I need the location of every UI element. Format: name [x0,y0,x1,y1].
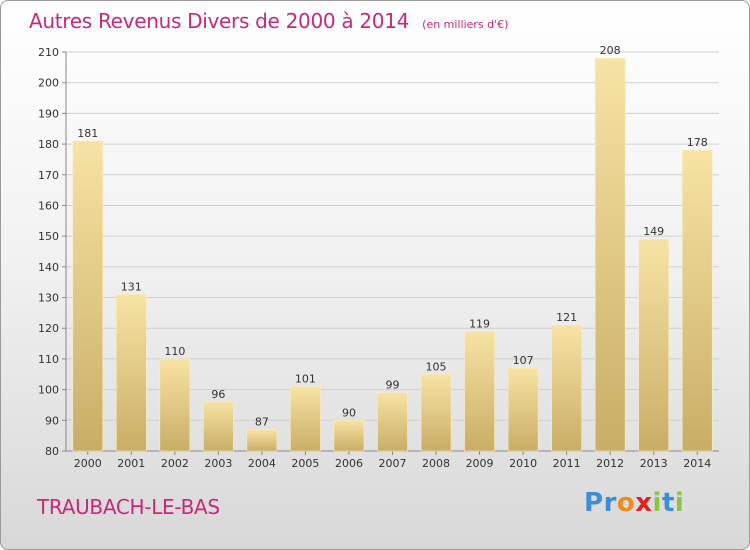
x-tick-label-2010: 2010 [509,457,537,470]
logo-letter: P [584,488,604,518]
y-tick-label: 210 [38,46,59,59]
x-tick-label-2004: 2004 [248,457,276,470]
bar-2007 [377,392,408,452]
logo-letter: i [674,488,685,518]
data-label-2014: 178 [687,136,708,149]
axis-layer: 8090100110120130140150160170180190200210… [38,46,719,470]
y-tick-label: 160 [38,199,59,212]
bar-2014 [681,149,713,452]
data-label-2003: 96 [211,388,225,401]
x-tick-label-2006: 2006 [335,457,363,470]
bar-2000 [72,140,104,452]
y-tick-label: 170 [38,169,59,182]
data-label-2010: 107 [513,354,534,367]
data-label-2009: 119 [469,317,490,330]
chart-title: Autres Revenus Divers de 2000 à 2014 [29,9,410,33]
logo-letter: i [652,488,662,518]
y-tick-label: 90 [45,414,59,427]
y-tick-label: 200 [38,77,59,90]
logo-letter: r [603,488,617,518]
data-label-2005: 101 [295,373,316,386]
bar-2005 [290,386,321,452]
bar-2008 [420,373,452,452]
x-tick-label-2003: 2003 [204,457,232,470]
chart-title-block: Autres Revenus Divers de 2000 à 2014 (en… [29,9,508,33]
y-tick-label: 140 [38,261,59,274]
data-label-2007: 99 [386,379,400,392]
x-tick-label-2005: 2005 [291,457,319,470]
bar-2010 [507,367,539,452]
bar-2002 [159,358,191,452]
logo-letter: x [635,488,653,518]
x-tick-label-2008: 2008 [422,457,450,470]
y-tick-label: 110 [38,353,59,366]
y-tick-label: 100 [38,384,59,397]
bar-2003 [203,401,234,452]
y-tick-label: 130 [38,292,59,305]
data-label-2002: 110 [164,345,185,358]
proxiti-logo[interactable]: Proxiti [584,488,684,518]
y-tick-label: 80 [45,445,59,458]
x-tick-label-2011: 2011 [553,457,581,470]
y-tick-label: 180 [38,138,59,151]
data-label-2013: 149 [643,225,664,238]
y-tick-label: 190 [38,107,59,120]
bar-2013 [638,238,670,452]
data-label-2004: 87 [255,416,269,429]
x-tick-label-2014: 2014 [683,457,711,470]
bar-2006 [333,420,365,452]
x-tick-label-2007: 2007 [379,457,407,470]
bar-2011 [551,324,582,452]
data-label-2000: 181 [77,127,98,140]
x-tick-label-2012: 2012 [596,457,624,470]
bar-layer: 181 131 110 96 87 101 90 99 105 119 107 121 208 149 17… [72,44,713,452]
x-tick-label-2013: 2013 [640,457,668,470]
logo-letter: t [661,488,675,518]
data-label-2006: 90 [342,406,356,419]
data-label-2011: 121 [556,311,577,324]
chart-unit: (en milliers d'€) [422,18,509,31]
data-label-2012: 208 [600,44,621,57]
bar-2009 [464,330,495,452]
x-tick-label-2001: 2001 [117,457,145,470]
data-label-2008: 105 [426,360,447,373]
bar-2001 [116,294,147,452]
bar-2004 [246,429,278,452]
data-label-2001: 131 [121,280,142,293]
x-tick-label-2009: 2009 [466,457,494,470]
x-tick-label-2002: 2002 [161,457,189,470]
bar-2012 [594,57,626,452]
y-tick-label: 120 [38,322,59,335]
y-tick-label: 150 [38,230,59,243]
x-tick-label-2000: 2000 [74,457,102,470]
commune-name: TRAUBACH-LE-BAS [37,495,220,519]
logo-letter: o [616,488,636,518]
